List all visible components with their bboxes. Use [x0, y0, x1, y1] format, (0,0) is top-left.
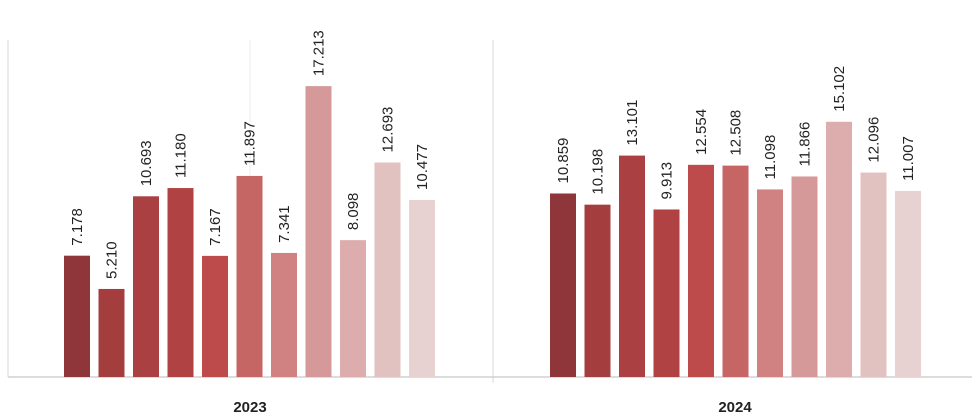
- value-label-2024-7: 11.098: [762, 135, 779, 180]
- bar-2023-8: [305, 86, 332, 377]
- value-label-2024-9: 15.102: [831, 66, 848, 112]
- bar-2023-3: [133, 196, 159, 377]
- value-label-2024-6: 12.508: [728, 110, 745, 156]
- category-label-2023: 2023: [233, 399, 266, 415]
- bar-2024-8: [791, 176, 818, 377]
- bar-2024-2: [584, 204, 611, 377]
- bar-2023-1: [64, 255, 90, 377]
- bars-layer: [64, 86, 921, 377]
- value-label-2023-6: 11.897: [242, 121, 259, 166]
- bar-2024-3: [619, 155, 645, 377]
- value-label-2024-1: 10.859: [555, 138, 572, 184]
- category-label-2024: 2024: [718, 399, 752, 415]
- value-label-2023-9: 8.098: [345, 193, 362, 231]
- value-label-2024-2: 10.198: [590, 149, 607, 195]
- bar-2024-9: [826, 121, 852, 377]
- bar-2023-11: [409, 199, 435, 377]
- value-label-2024-10: 12.096: [866, 117, 883, 163]
- bar-2023-10: [374, 162, 401, 377]
- value-label-2024-8: 11.866: [797, 122, 814, 167]
- bar-2024-7: [757, 189, 783, 377]
- bar-2024-6: [722, 165, 749, 377]
- value-label-2023-7: 7.341: [276, 205, 293, 243]
- value-label-2024-3: 13.101: [624, 100, 641, 146]
- value-label-2023-1: 7.178: [69, 208, 86, 246]
- bar-2024-5: [688, 164, 714, 377]
- bar-2024-11: [895, 190, 921, 377]
- value-label-2023-10: 12.693: [380, 107, 397, 153]
- bar-2023-2: [98, 288, 125, 377]
- bar-2024-4: [653, 209, 680, 377]
- bar-2024-1: [550, 193, 576, 377]
- bar-2024-10: [860, 172, 887, 377]
- bar-2023-4: [167, 188, 194, 377]
- bar-2023-6: [236, 175, 263, 377]
- value-label-2023-5: 7.167: [207, 208, 224, 246]
- value-label-2023-8: 17.213: [311, 30, 328, 76]
- labels-layer: 7.178 5.210 10.693 11.180 7.167 11.897 7.341 17…: [69, 30, 917, 415]
- value-label-2023-4: 11.180: [173, 133, 190, 178]
- value-label-2024-5: 12.554: [693, 109, 710, 155]
- value-label-2024-11: 11.007: [900, 136, 917, 181]
- bar-2023-9: [340, 240, 366, 377]
- value-label-2023-2: 5.210: [104, 241, 121, 279]
- bar-2023-5: [202, 255, 228, 377]
- value-label-2023-11: 10.477: [414, 144, 431, 190]
- value-label-2023-3: 10.693: [138, 140, 155, 186]
- value-label-2024-4: 9.913: [659, 162, 676, 200]
- bar-2023-7: [271, 252, 297, 377]
